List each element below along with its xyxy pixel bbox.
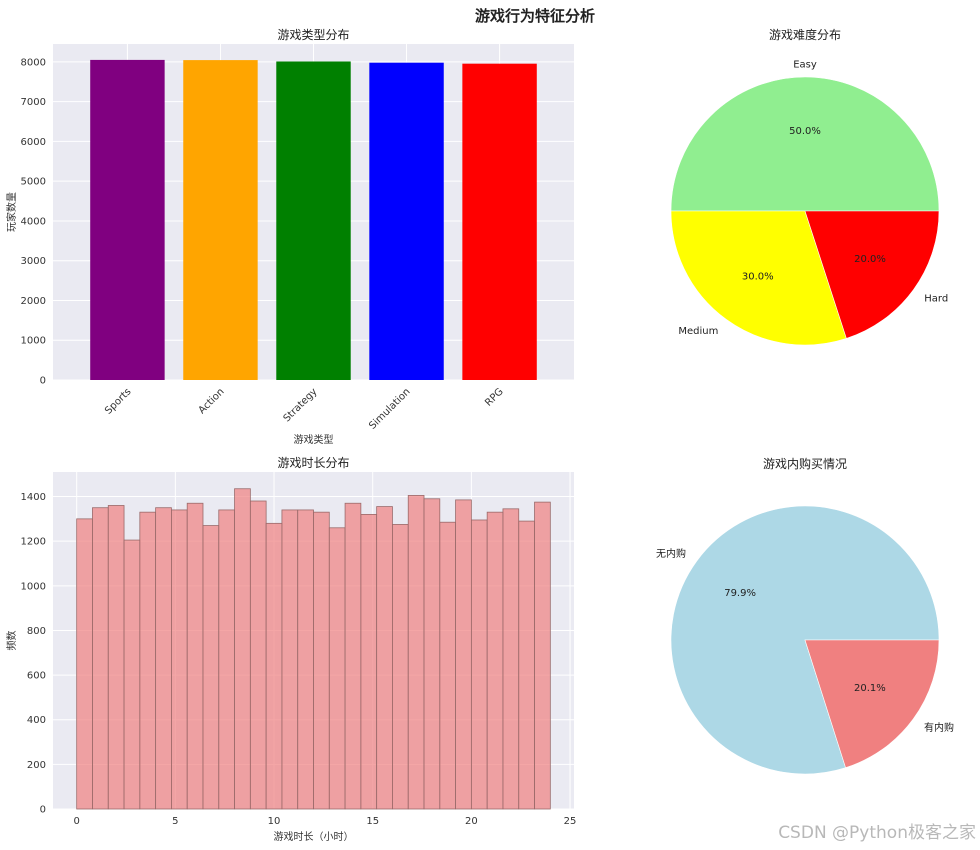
y-tick-label: 0	[40, 376, 46, 387]
histogram-bar	[344, 502, 362, 810]
difficulty-pie-chart: 游戏难度分布 Easy 50.0% Medium 30.0% Hard 20.0%	[670, 27, 948, 346]
histogram-bar	[76, 518, 93, 810]
histogram-bar	[486, 511, 504, 810]
y-tick-label: 5000	[21, 177, 46, 188]
pie-slice	[670, 210, 847, 346]
histogram-bar	[455, 499, 472, 810]
histogram-bar	[392, 524, 409, 810]
histogram-bar	[186, 502, 204, 810]
y-tick-label: 1000	[21, 581, 46, 592]
histogram-bar	[123, 539, 141, 810]
y-tick-label: 0	[40, 805, 46, 816]
bar	[183, 60, 258, 381]
histogram-bar	[297, 509, 314, 810]
x-tick-label: Simulation	[367, 386, 412, 431]
bar	[369, 62, 444, 381]
pie-slice	[804, 639, 940, 769]
x-tick-label: 10	[268, 816, 281, 827]
y-tick-label: 3000	[21, 256, 46, 267]
bar	[462, 63, 537, 381]
histogram-bar	[328, 527, 346, 810]
y-axis-label: 频数	[5, 631, 18, 651]
x-tick-label: 0	[73, 816, 79, 827]
genre-bar-chart: 0 1000 2000 3000 4000 5000 6000 7000 8000 Sports A…	[5, 28, 574, 446]
y-tick-label: 800	[27, 626, 46, 637]
y-tick-label: 600	[27, 671, 46, 682]
histogram-bar	[249, 500, 267, 810]
pie-label: Medium	[678, 326, 718, 337]
histogram-bar	[360, 514, 378, 810]
x-tick-label: 15	[366, 816, 379, 827]
histogram-bar	[439, 521, 456, 810]
bar	[90, 59, 165, 380]
y-tick-label: 200	[27, 760, 46, 771]
watermark: CSDN @Python极客之家	[778, 823, 976, 843]
histogram-bar	[218, 509, 235, 810]
x-tick-label: Sports	[103, 386, 133, 416]
subplot-title: 游戏难度分布	[769, 27, 841, 42]
histogram-bar	[202, 525, 220, 810]
histogram-bar	[107, 505, 125, 810]
bar	[276, 61, 351, 381]
y-axis-label: 玩家数量	[5, 192, 18, 232]
histogram-bar	[92, 507, 109, 810]
x-tick-label: 5	[172, 816, 178, 827]
subplot-title: 游戏时长分布	[277, 456, 349, 470]
x-tick-label: Action	[197, 386, 227, 416]
histogram-bar	[155, 507, 172, 810]
y-tick-label: 1200	[21, 537, 46, 548]
x-tick-label: Strategy	[282, 386, 320, 424]
pie-percent-label: 20.1%	[854, 683, 886, 694]
subplot-title: 游戏内购买情况	[763, 456, 847, 471]
y-tick-label: 1000	[21, 336, 46, 347]
x-tick-label: 25	[564, 816, 577, 827]
y-tick-label: 1400	[21, 492, 46, 503]
histogram-bar	[376, 506, 393, 810]
subplot-title: 游戏类型分布	[277, 28, 349, 42]
pie-label: Hard	[924, 294, 948, 305]
pie-slice	[670, 76, 940, 212]
figure-title: 游戏行为特征分析	[475, 7, 595, 25]
y-tick-label: 2000	[21, 296, 46, 307]
pie-percent-label: 50.0%	[789, 126, 821, 137]
pie-label: 无内购	[656, 547, 686, 560]
x-axis-label: 游戏时长（小时）	[274, 830, 354, 843]
y-tick-label: 8000	[21, 57, 46, 68]
pie-slice	[804, 210, 940, 339]
pie-label: Easy	[793, 60, 817, 71]
y-tick-label: 6000	[21, 137, 46, 148]
pie-percent-label: 79.9%	[724, 588, 756, 599]
y-tick-label: 400	[27, 715, 46, 726]
histogram-bar	[171, 509, 188, 810]
x-tick-label: RPG	[483, 386, 505, 408]
pie-label: 有内购	[924, 721, 954, 734]
histogram-bar	[423, 498, 441, 810]
pie-percent-label: 30.0%	[742, 272, 774, 283]
playtime-histogram: 0 200 400 600 800 1000 1200 1400 0 5 10 15 20 25 游戏时长分…	[5, 456, 576, 843]
histogram-bar	[265, 522, 283, 810]
histogram-bar	[518, 520, 535, 810]
histogram-bar	[470, 519, 488, 810]
histogram-bar	[313, 511, 330, 810]
histogram-bar	[139, 511, 157, 810]
x-tick-label: 20	[465, 816, 478, 827]
histogram-bar	[407, 495, 425, 810]
histogram-bar	[234, 488, 251, 810]
pie-percent-label: 20.0%	[854, 254, 886, 265]
x-axis-label: 游戏类型	[294, 433, 334, 446]
histogram-bar	[534, 501, 551, 810]
histogram-bar	[502, 508, 520, 810]
y-tick-label: 4000	[21, 216, 46, 227]
y-tick-label: 7000	[21, 97, 46, 108]
histogram-bar	[281, 509, 299, 810]
